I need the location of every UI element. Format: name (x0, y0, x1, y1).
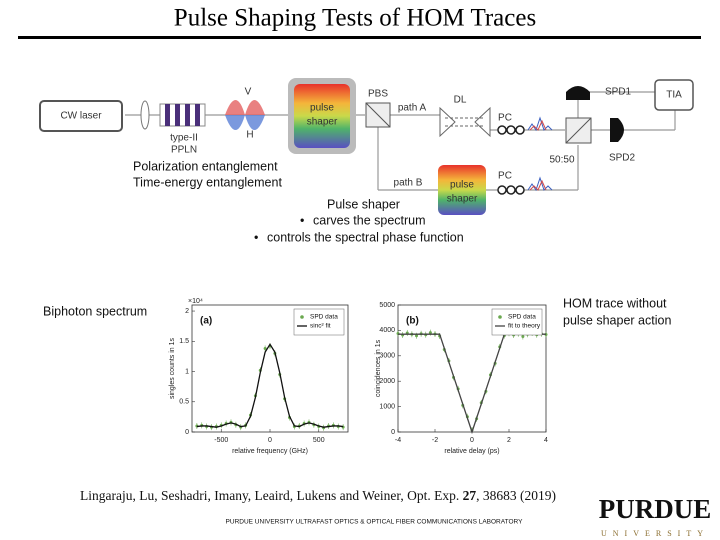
tia-box (654, 79, 694, 111)
bullet-mark: • (300, 213, 304, 227)
x-axis-label: relative delay (ps) (444, 448, 499, 455)
spd1-label: SPD1 (605, 87, 632, 98)
shaper-label: shaper (447, 194, 478, 205)
bullet-mark: • (254, 230, 258, 244)
y-multiplier: ×10⁴ (188, 298, 203, 305)
splitter-diagonal (565, 117, 592, 144)
x-tick-label: 0 (470, 437, 474, 444)
citation-rest: , 38683 (2019) (476, 488, 556, 503)
path-label: path B (394, 178, 423, 189)
legend-box (293, 308, 345, 336)
pbs-diagonal (365, 102, 391, 128)
note: Time-energy entanglement (133, 175, 282, 189)
y-tick-label: 3000 (379, 353, 395, 360)
y-tick-label: 2000 (379, 378, 395, 385)
pbs-label: PBS (368, 89, 388, 100)
x-tick-label: 500 (313, 437, 325, 444)
spectrum-icons (527, 116, 553, 192)
x-tick-label: -2 (432, 437, 438, 444)
y-tick-label: 1000 (379, 403, 395, 410)
legend-swatch (498, 315, 502, 319)
lens (140, 100, 150, 130)
x-tick-label: 2 (507, 437, 511, 444)
y-tick-label: 1.5 (179, 338, 189, 345)
x-tick-label: -500 (214, 437, 228, 444)
chart: 0 1000 2000 3000 4000 5000 -4 -2 0 2 4 relative del… (375, 302, 548, 455)
y-tick-label: 0.5 (179, 399, 189, 406)
y-axis-label: singles counts in 1s (169, 337, 176, 399)
title-rule (18, 36, 701, 39)
crystal-label: type-II (170, 133, 198, 144)
splitter-label: 50:50 (549, 155, 574, 166)
legend-swatch (300, 315, 304, 319)
y-tick-label: 1 (185, 368, 189, 375)
x-tick-label: -4 (395, 437, 401, 444)
shaper-label: pulse (310, 103, 334, 114)
shaper-a (294, 84, 350, 148)
legend-label: SPD data (508, 314, 536, 321)
y-tick-label: 0 (391, 429, 395, 436)
shaper-label: pulse (450, 180, 474, 191)
note: HOM trace without (563, 296, 667, 310)
panel-label: (b) (406, 316, 419, 327)
citation-text: Lingaraju, Lu, Seshadri, Imany, Leaird, … (80, 488, 459, 503)
y-tick-label: 2 (185, 308, 189, 315)
shaper-b (438, 165, 486, 215)
y-tick-label: 4000 (379, 327, 395, 334)
legend-label: SPD data (310, 314, 338, 321)
delay-line (439, 106, 491, 138)
note: pulse shaper action (563, 313, 671, 327)
note: Biphoton spectrum (43, 304, 147, 318)
note-bullet: carves the spectrum (313, 213, 426, 227)
polarization-label: V (245, 87, 252, 98)
logo-subtitle: UNIVERSITY (601, 529, 709, 538)
laser-label: CW laser (60, 111, 102, 122)
tia-label: TIA (666, 90, 682, 101)
y-axis-label: coincidences in 1s (375, 339, 382, 397)
note-bullet: controls the spectral phase function (267, 230, 464, 244)
fit-line (196, 343, 344, 428)
legend-label: sinc² fit (310, 323, 331, 330)
pc-label: PC (498, 113, 512, 124)
citation-volume: 27 (463, 488, 477, 503)
panel-label: (a) (200, 316, 212, 327)
crystal-label: PPLN (171, 145, 197, 156)
y-tick-label: 5000 (379, 302, 395, 309)
x-axis-label: relative frequency (GHz) (232, 448, 308, 455)
crystal (159, 103, 206, 127)
chart: 0 0.5 1 1.5 2 -500 0 500 relative frequency (GHz… (169, 298, 349, 455)
data-point (263, 347, 267, 351)
photon-pair (225, 100, 265, 130)
logo-name: PURDUE (599, 494, 712, 524)
pc-b (497, 185, 525, 195)
data-point (428, 331, 432, 335)
x-tick-label: 0 (268, 437, 272, 444)
pc-a (497, 125, 525, 135)
charts: 0 0.5 1 1.5 2 -500 0 500 relative frequency (GHz… (169, 298, 548, 455)
spd1 (566, 86, 590, 100)
legend-label: fit to theory (508, 323, 541, 330)
path-label: path A (398, 103, 427, 114)
shaper-label: shaper (307, 117, 338, 128)
slide-title: Pulse Shaping Tests of HOM Traces (174, 5, 536, 32)
note-heading: Pulse shaper (327, 197, 400, 211)
spd2 (610, 118, 624, 142)
data-point (415, 334, 418, 338)
pc-label: PC (498, 171, 512, 182)
spd2-label: SPD2 (609, 153, 636, 164)
citation: Lingaraju, Lu, Seshadri, Imany, Leaird, … (80, 488, 556, 503)
dl-label: DL (454, 95, 467, 106)
laser-box (39, 100, 123, 132)
data-point (521, 334, 525, 338)
polarization-label: H (246, 130, 253, 141)
legend-box (491, 308, 543, 336)
y-tick-label: 0 (185, 429, 189, 436)
x-tick-label: 4 (544, 437, 548, 444)
note: Polarization entanglement (133, 159, 278, 173)
footer: PURDUE UNIVERSITY ULTRAFAST OPTICS & OPT… (226, 519, 524, 526)
